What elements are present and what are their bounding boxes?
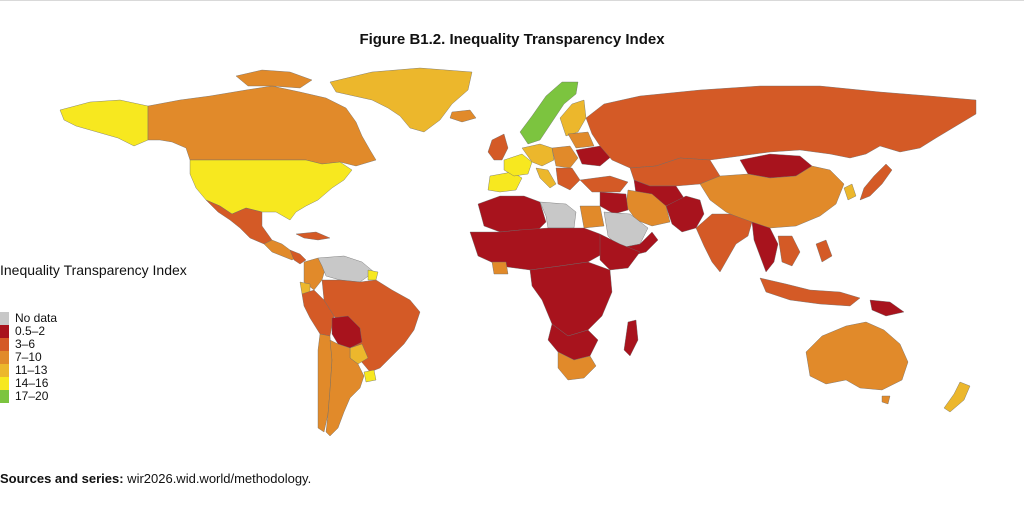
- region-baltics-belarus: [567, 131, 595, 149]
- legend-swatch: [0, 390, 9, 403]
- region-venezuela-guianas: [317, 255, 375, 283]
- region-canada: [147, 85, 377, 167]
- region-suriname: [367, 269, 379, 281]
- region-argentina: [325, 339, 365, 437]
- legend-swatch: [0, 312, 9, 325]
- legend-item: 17–20: [0, 390, 187, 403]
- region-caribbean: [295, 231, 331, 241]
- legend-item: 0.5–2: [0, 325, 187, 338]
- region-france: [503, 153, 533, 177]
- legend-item: 7–10: [0, 351, 187, 364]
- region-turkey: [579, 175, 629, 193]
- region-egypt: [579, 205, 605, 229]
- region-afghanistan-pakistan: [665, 195, 705, 233]
- region-united-states: [189, 159, 353, 221]
- legend-item: No data: [0, 312, 187, 325]
- region-indonesia: [759, 277, 861, 307]
- region-canada-islands: [235, 69, 313, 89]
- region-ukraine: [575, 145, 613, 167]
- legend-item: 11–13: [0, 364, 187, 377]
- region-nigeria: [491, 261, 509, 275]
- region-western-europe: [521, 143, 555, 167]
- figure-title: Figure B1.2. Inequality Transparency Ind…: [359, 31, 665, 48]
- legend-label: 3–6: [15, 337, 36, 351]
- region-libya: [539, 201, 577, 229]
- legend-swatch: [0, 338, 9, 351]
- region-uk-ireland: [487, 133, 509, 161]
- region-iraq-syria: [599, 191, 629, 215]
- region-madagascar: [623, 319, 639, 357]
- legend-swatch: [0, 325, 9, 338]
- region-papua-new-guinea: [869, 299, 905, 317]
- region-horn-of-africa: [599, 233, 641, 271]
- legend-label: 14–16: [15, 376, 49, 390]
- region-tasmania: [881, 395, 891, 405]
- legend-label: 17–20: [15, 389, 49, 403]
- region-iceland: [449, 109, 477, 123]
- region-south-africa: [557, 351, 597, 381]
- region-myanmar-thailand: [751, 221, 779, 273]
- legend-label: 11–13: [15, 363, 48, 377]
- world-map: [59, 67, 977, 437]
- region-new-zealand: [943, 381, 971, 413]
- region-japan: [859, 163, 893, 201]
- region-australia: [805, 321, 909, 391]
- legend-swatch: [0, 351, 9, 364]
- legend-label: 0.5–2: [15, 324, 46, 338]
- region-central-europe: [551, 145, 579, 169]
- sources-prefix: Sources and series:: [0, 471, 124, 486]
- region-korea: [843, 183, 857, 201]
- sources-text: wir2026.wid.world/methodology.: [123, 471, 312, 486]
- region-india: [695, 213, 753, 273]
- top-rule: [0, 0, 1024, 1]
- region-philippines: [815, 239, 833, 263]
- region-indochina: [777, 235, 801, 267]
- map-legend: Inequality Transparency Index No data 0.…: [0, 262, 187, 403]
- legend-swatch: [0, 364, 9, 377]
- region-central-america-south: [289, 249, 307, 265]
- region-italy: [535, 167, 557, 189]
- legend-item: 14–16: [0, 377, 187, 390]
- region-uruguay: [363, 369, 377, 383]
- legend-label: 7–10: [15, 350, 42, 364]
- region-alaska: [59, 99, 149, 147]
- legend-label: No data: [15, 311, 58, 325]
- region-finland: [559, 99, 587, 137]
- region-balkans: [555, 167, 581, 191]
- sources-note: Sources and series: wir2026.wid.world/me…: [0, 471, 311, 486]
- legend-item: 3–6: [0, 338, 187, 351]
- region-greenland: [329, 67, 473, 133]
- region-central-east-africa: [529, 261, 613, 337]
- region-north-africa: [477, 195, 547, 233]
- region-norway-sweden: [519, 81, 579, 145]
- legend-swatch: [0, 377, 9, 390]
- legend-title: Inequality Transparency Index: [0, 262, 187, 278]
- region-bolivia: [331, 315, 363, 349]
